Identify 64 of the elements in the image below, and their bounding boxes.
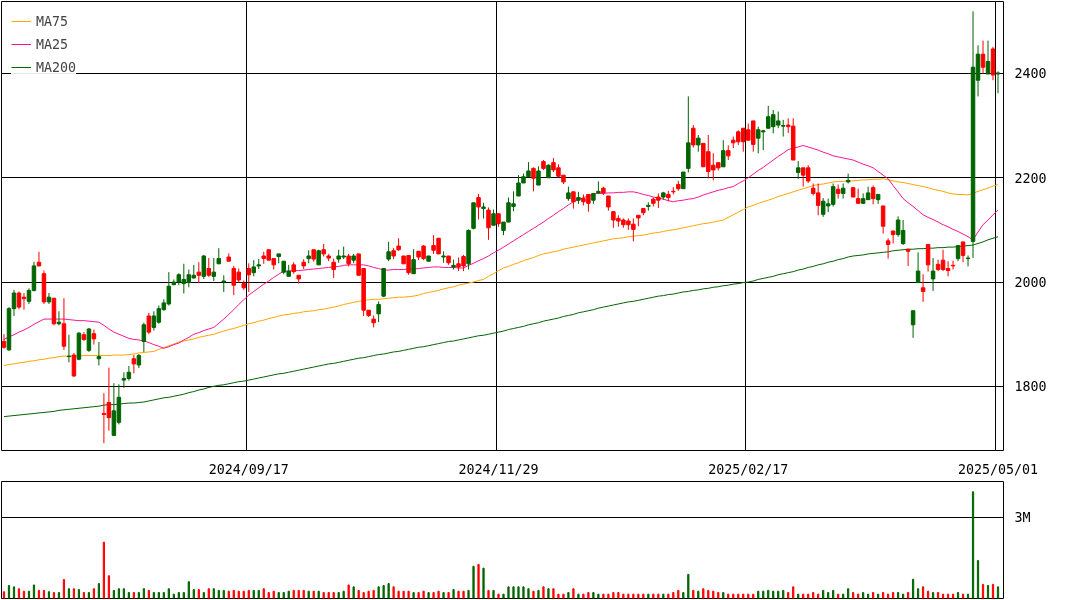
legend-label: MA25	[36, 36, 69, 52]
line-series	[3, 144, 999, 349]
y-tick-label: 2400	[1014, 66, 1047, 82]
y-tick-label: 3M	[1014, 509, 1031, 525]
x-tick-label: 2025/02/17	[708, 461, 789, 477]
candlestick	[196, 261, 202, 284]
candlestick	[930, 257, 936, 292]
x-tick-label: 2024/09/17	[208, 461, 289, 477]
candlestick	[855, 188, 861, 204]
line-series	[3, 178, 999, 366]
candlestick	[46, 292, 52, 305]
candlestick	[1, 333, 7, 350]
candlestick	[376, 300, 381, 323]
candlestick	[231, 265, 237, 296]
y-tick-label: 2000	[1014, 275, 1047, 291]
candlestick	[486, 206, 491, 241]
legend-label: MA200	[36, 59, 77, 75]
candlestick	[691, 124, 696, 149]
candlestick	[960, 241, 966, 263]
candlestick	[870, 185, 876, 205]
candlestick	[910, 310, 916, 339]
candlestick	[815, 183, 821, 216]
candlestick	[880, 205, 886, 235]
candlestick	[386, 241, 391, 262]
candlestick	[151, 310, 157, 332]
candlestick	[476, 193, 481, 220]
candlestick	[211, 257, 217, 282]
candlestick	[101, 392, 107, 444]
y-tick-label: 1800	[1014, 379, 1047, 395]
candlestick	[131, 354, 137, 374]
legend-label: MA75	[36, 13, 69, 29]
candlestick	[71, 352, 77, 378]
candlestick	[965, 254, 971, 267]
x-tick-label: 2024/11/29	[458, 461, 539, 477]
candlestick	[206, 257, 212, 278]
candlestick	[915, 251, 921, 284]
candlestick	[246, 262, 251, 293]
candlestick	[920, 273, 926, 303]
candlestick	[536, 165, 541, 186]
candlestick	[890, 230, 896, 244]
candlestick	[121, 371, 127, 389]
candlestick	[900, 219, 906, 246]
candlestick	[66, 334, 72, 363]
candlestick	[925, 244, 931, 273]
candlestick	[531, 166, 536, 192]
candlestick	[885, 237, 891, 260]
candlestick	[91, 329, 97, 346]
candlestick	[721, 139, 726, 168]
candlestick	[830, 183, 836, 207]
candlestick	[945, 260, 951, 277]
candlestick	[980, 40, 986, 75]
candlestick	[141, 322, 147, 353]
candlestick	[950, 260, 956, 271]
x-tick-label: 2025/05/01	[957, 461, 1039, 477]
candlestick	[411, 248, 416, 275]
candlestick	[985, 40, 991, 75]
candlestick	[995, 70, 1001, 94]
candlestick	[61, 297, 67, 351]
candlestick	[36, 251, 42, 267]
candlestick	[146, 312, 152, 335]
candlestick	[905, 248, 911, 267]
candlestick	[331, 258, 336, 279]
y-tick-label: 2200	[1014, 170, 1047, 186]
candlestick	[96, 341, 102, 366]
